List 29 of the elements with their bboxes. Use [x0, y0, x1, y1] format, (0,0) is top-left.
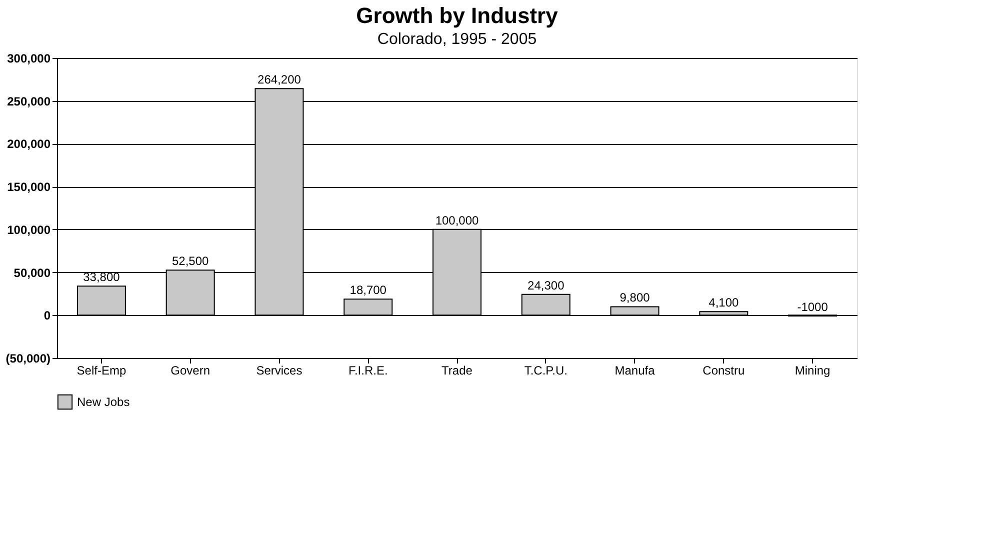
x-tick-label: Services [256, 364, 302, 378]
data-label: 18,700 [350, 283, 387, 298]
legend-label: New Jobs [77, 395, 130, 409]
data-label: 9,800 [620, 290, 650, 305]
data-label: 4,100 [708, 296, 740, 310]
data-label: 24,300 [528, 278, 565, 292]
x-tick-label: Self-Emp [76, 364, 126, 378]
data-label: -1000 [797, 300, 828, 314]
y-tick-label: (50,000) [6, 352, 50, 366]
data-label: 100,000 [435, 213, 480, 228]
x-tick-label: Constru [702, 364, 745, 378]
y-tick-label: 0 [44, 308, 51, 323]
data-label: 33,800 [83, 270, 120, 284]
y-tick-label: 50,000 [14, 266, 51, 280]
chart-subtitle: Colorado, 1995 - 2005 [377, 31, 537, 48]
x-tick-label: F.I.R.E. [348, 364, 388, 378]
x-tick-label: Manufa [614, 364, 656, 378]
y-tick-label: 150,000 [7, 180, 51, 194]
y-tick-label: 300,000 [7, 52, 51, 66]
data-label: 264,200 [258, 72, 302, 87]
chart-title: Growth by Industry [356, 3, 559, 28]
x-tick-label: T.C.P.U. [524, 364, 568, 378]
y-tick-label: 250,000 [7, 94, 51, 108]
x-tick-label: Trade [442, 364, 473, 378]
y-tick-label: 200,000 [7, 137, 51, 152]
y-tick-label: 100,000 [7, 222, 51, 237]
x-tick-label: Govern [170, 364, 210, 378]
data-label: 52,500 [172, 254, 210, 268]
x-tick-label: Mining [794, 364, 830, 378]
